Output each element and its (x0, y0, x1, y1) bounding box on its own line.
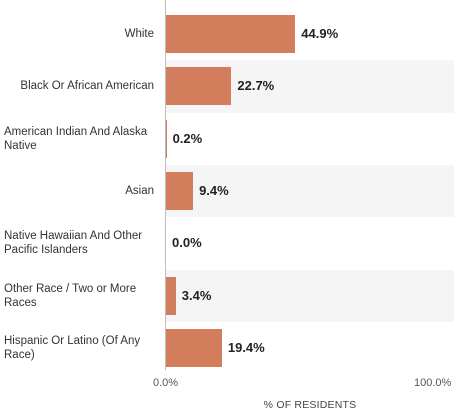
bar (166, 276, 176, 315)
bar-value-label: 9.4% (199, 182, 229, 198)
bar (166, 119, 167, 158)
bar-value-label: 0.0% (172, 235, 202, 251)
bar (166, 67, 232, 106)
x-tick-min: 0.0% (153, 377, 179, 389)
bar-value-label: 0.2% (172, 130, 203, 146)
bar-value-label: 19.4% (227, 339, 265, 355)
category-label: American Indian And Alaska Native (4, 125, 148, 152)
bar (166, 171, 194, 210)
bar-value-label: 22.7% (237, 78, 275, 94)
bar (166, 15, 296, 53)
category-label: Black Or African American (20, 80, 154, 93)
x-tick-max: 100.0% (414, 377, 452, 389)
row-band (166, 269, 454, 322)
category-label: Native Hawaiian And Other Pacific Island… (4, 230, 143, 257)
row-band (166, 164, 454, 218)
category-label: Asian (125, 185, 154, 198)
category-label: White (124, 28, 154, 41)
category-label: Other Race / Two or More Races (4, 282, 137, 309)
x-axis-label: % OF RESIDENTS (263, 399, 357, 411)
bar-value-label: 44.9% (301, 26, 339, 41)
category-label: Hispanic Or Latino (Of Any Race) (4, 334, 141, 361)
y-axis-line (165, 0, 166, 370)
bar (166, 328, 222, 367)
bar-value-label: 3.4% (181, 287, 212, 303)
